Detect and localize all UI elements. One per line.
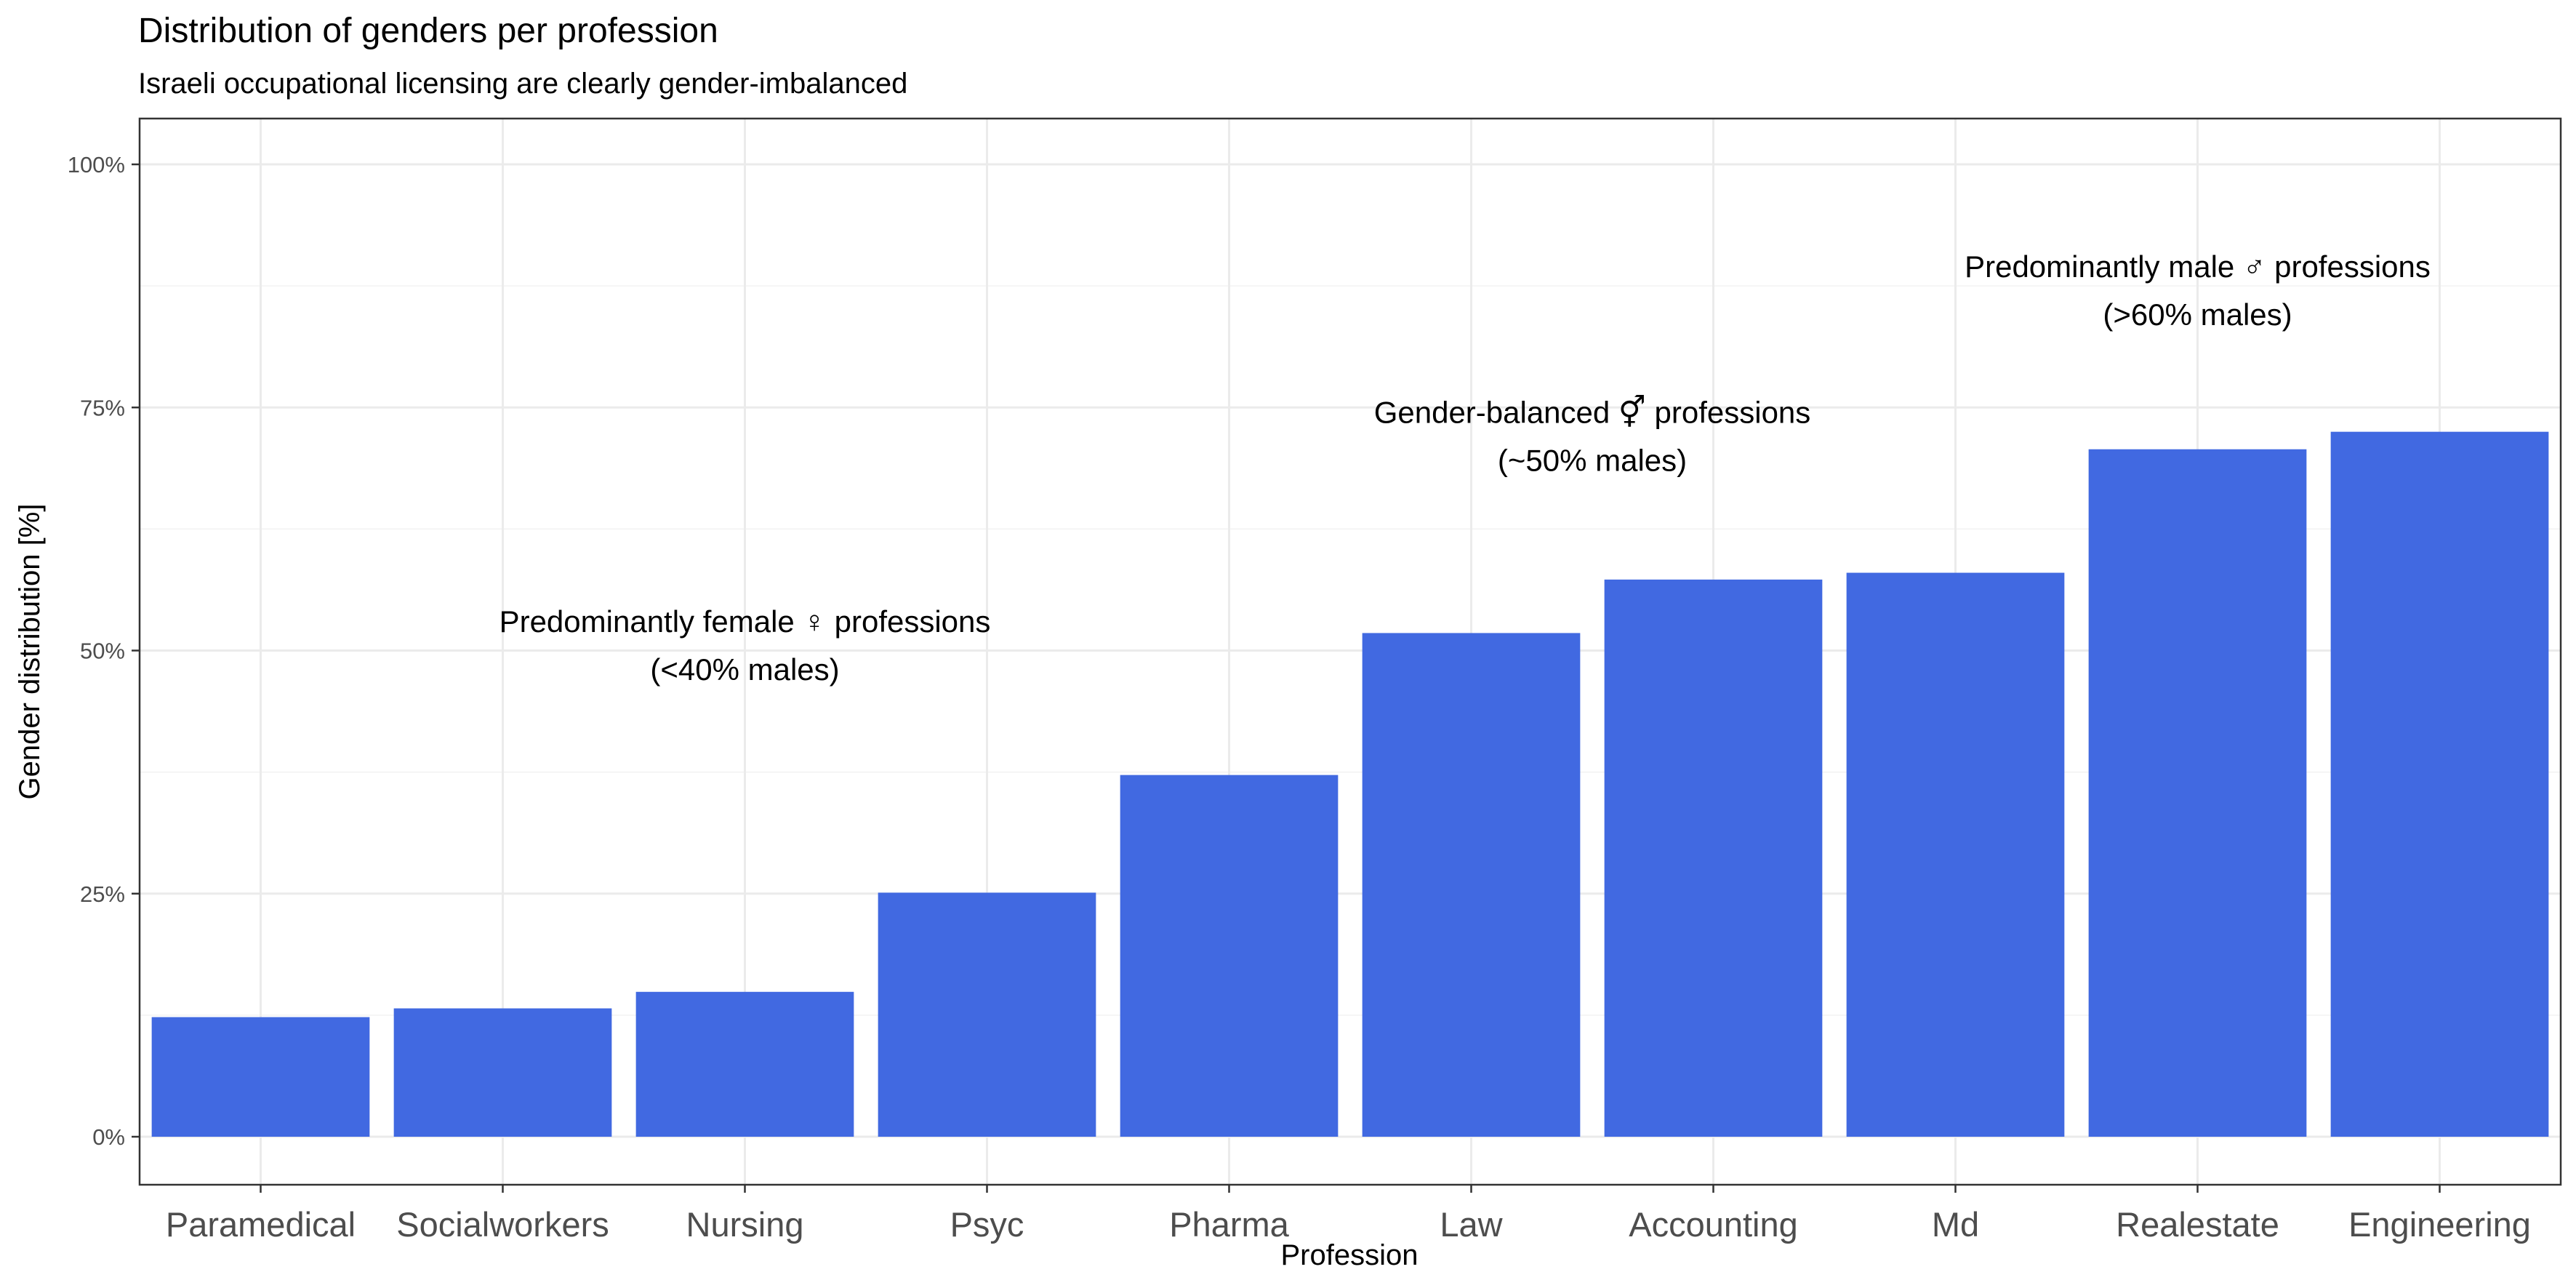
y-tick-label: 50% <box>80 639 125 664</box>
bar <box>393 1008 612 1137</box>
chart-title: Distribution of genders per profession <box>138 12 718 50</box>
y-tick-label: 75% <box>80 395 125 420</box>
x-tick-label: Nursing <box>686 1205 804 1244</box>
annotation-text: (~50% males) <box>1498 443 1687 477</box>
y-tick-label: 25% <box>80 881 125 907</box>
bar <box>1846 572 2065 1137</box>
bar <box>635 991 854 1137</box>
bar <box>151 1017 370 1137</box>
annotation-text: Predominantly male ♂ professions <box>1965 249 2431 284</box>
bar <box>2330 431 2549 1137</box>
y-axis-title: Gender distribution [%] <box>14 504 46 800</box>
x-axis-title: Profession <box>1281 1239 1419 1271</box>
bar <box>1362 633 1581 1137</box>
y-axis: 0% 25% 50% 75% 100% <box>68 152 140 1150</box>
annotation-text: Gender-balanced ⚥ professions <box>1374 394 1811 429</box>
x-tick-label: Realestate <box>2116 1205 2279 1244</box>
annotations: Predominantly female ♀ professions (<40% … <box>499 249 2431 687</box>
y-tick-label: 0% <box>92 1124 125 1150</box>
bars <box>151 431 2549 1137</box>
annotation-text: Predominantly female ♀ professions <box>499 604 991 639</box>
x-tick-label: Law <box>1440 1205 1503 1244</box>
x-tick-label: Paramedical <box>166 1205 356 1244</box>
x-tick-label: Pharma <box>1169 1205 1289 1244</box>
chart-subtitle: Israeli occupational licensing are clear… <box>138 68 907 100</box>
x-axis: Paramedical Socialworkers Nursing Psyc Pharm… <box>166 1185 2531 1244</box>
annotation-text: (>60% males) <box>2103 297 2292 332</box>
x-tick-label: Psyc <box>950 1205 1024 1244</box>
annotation-text: (<40% males) <box>650 652 839 687</box>
bar <box>1120 775 1339 1137</box>
x-tick-label: Md <box>1932 1205 1979 1244</box>
plot-panel-border <box>138 117 2562 1186</box>
y-tick-label: 100% <box>68 152 125 177</box>
x-tick-label: Engineering <box>2348 1205 2531 1244</box>
bar <box>1604 579 1823 1137</box>
x-tick-label: Socialworkers <box>396 1205 609 1244</box>
bar <box>878 892 1096 1137</box>
x-tick-label: Accounting <box>1629 1205 1798 1244</box>
bar <box>2088 449 2307 1137</box>
